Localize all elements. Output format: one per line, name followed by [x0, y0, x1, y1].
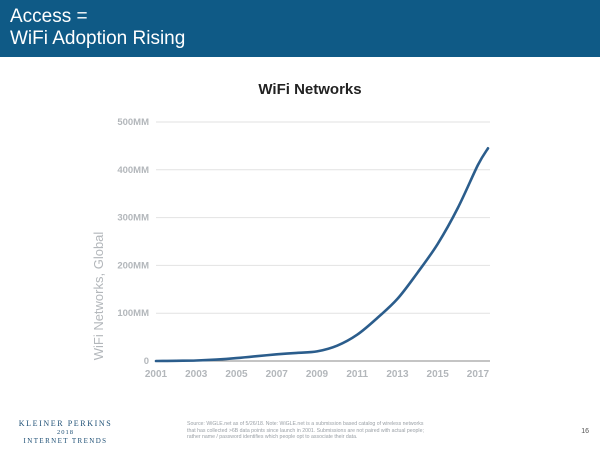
- x-tick-label: 2017: [467, 369, 490, 380]
- source-note: Source: WiGLE.net as of 5/26/18. Note: W…: [187, 421, 424, 441]
- y-tick-label: 0: [144, 356, 149, 367]
- x-tick-label: 2007: [266, 369, 289, 380]
- brand-year: 2018: [57, 429, 74, 436]
- gridlines: [156, 121, 490, 362]
- wifi-networks-chart: WiFi Networks WiFi Networks, Global 0 100…: [91, 81, 490, 380]
- y-tick-label: 100MM: [117, 308, 149, 319]
- page-title-line-1: Access =: [10, 6, 88, 27]
- y-tick-label: 400MM: [117, 165, 149, 176]
- brand-name: KLEINER PERKINS: [18, 419, 113, 428]
- x-tick-label: 2011: [346, 369, 368, 380]
- brand-logo: KLEINER PERKINS 2018 INTERNET TRENDS: [8, 419, 123, 445]
- series-line: [154, 147, 490, 363]
- x-tick-label: 2015: [427, 369, 450, 380]
- y-tick-labels: 0 100MM 200MM 300MM 400MM 500MM: [117, 117, 149, 367]
- page-number: 16: [581, 428, 589, 435]
- chart-title: WiFi Networks: [258, 81, 361, 98]
- x-tick-label: 2009: [306, 369, 329, 380]
- y-tick-label: 300MM: [117, 213, 149, 224]
- x-tick-label: 2005: [225, 369, 248, 380]
- y-axis-label: WiFi Networks, Global: [91, 232, 106, 361]
- x-tick-label: 2013: [386, 369, 409, 380]
- y-tick-label: 500MM: [117, 117, 149, 128]
- x-tick-labels: 2001 2003 2005 2007 2009 2011 2013 2015 2017: [145, 369, 490, 380]
- x-tick-label: 2001: [145, 369, 168, 380]
- page-title: Access = WiFi Adoption Rising: [10, 6, 185, 50]
- x-tick-label: 2003: [185, 369, 208, 380]
- y-tick-label: 200MM: [117, 260, 149, 271]
- page-title-line-2: WiFi Adoption Rising: [10, 28, 186, 49]
- header-bar: Access = WiFi Adoption Rising: [0, 0, 600, 57]
- brand-subtitle: INTERNET TRENDS: [23, 437, 108, 445]
- series-layer: [154, 147, 490, 363]
